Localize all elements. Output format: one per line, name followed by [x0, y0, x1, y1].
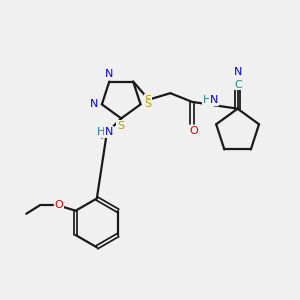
Text: N: N: [105, 127, 113, 137]
Text: H: H: [202, 95, 211, 105]
Text: S: S: [144, 99, 151, 110]
Text: H: H: [97, 127, 105, 137]
Text: S: S: [145, 95, 152, 105]
Text: N: N: [210, 95, 218, 105]
Text: N: N: [104, 69, 113, 79]
Text: O: O: [189, 126, 198, 136]
Text: S: S: [117, 121, 124, 131]
Text: C: C: [234, 80, 242, 90]
Text: O: O: [55, 200, 63, 210]
Text: N: N: [233, 67, 242, 77]
Text: N: N: [90, 99, 99, 109]
